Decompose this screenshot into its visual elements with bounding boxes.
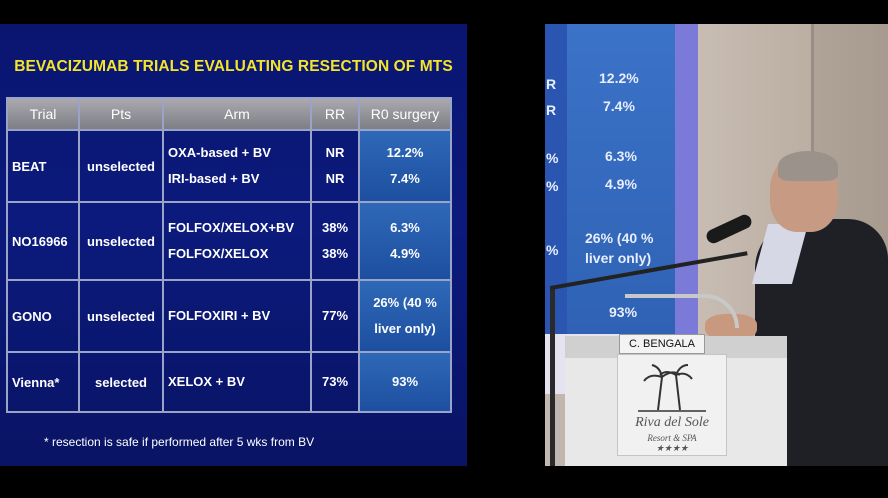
trial-name: NO16966	[6, 201, 80, 281]
r0-line: 4.9%	[390, 246, 420, 261]
screen-text: R	[546, 76, 557, 92]
logo-subline: Resort & SPA	[647, 433, 697, 443]
slide-footnote: * resection is safe if performed after 5…	[44, 435, 315, 449]
rr-cell: 73%	[310, 351, 360, 413]
arm-cell: XELOX + BV	[162, 351, 312, 413]
speaker-nameplate: C. BENGALA	[619, 334, 705, 354]
pts-value: unselected	[78, 129, 164, 203]
screen-text: 4.9%	[605, 176, 637, 192]
rr-cell: 77%	[310, 279, 360, 353]
screen-text: R	[546, 102, 557, 118]
rr-cell: 38% 38%	[310, 201, 360, 281]
rr-line: 38%	[321, 246, 349, 261]
rr-line: 73%	[321, 374, 349, 389]
r0-line: 12.2%	[386, 145, 424, 160]
arm-cell: FOLFOX/XELOX+BV FOLFOX/XELOX	[162, 201, 312, 281]
arm-line: XELOX + BV	[168, 374, 245, 389]
rr-line: NR	[325, 171, 345, 186]
screen-text: %	[546, 150, 559, 166]
pts-value: unselected	[78, 279, 164, 353]
arm-line: IRI-based + BV	[168, 171, 260, 186]
r0-line: 26% (40 %	[373, 295, 437, 310]
screen-text: 26% (40 %	[585, 230, 654, 246]
pts-value: unselected	[78, 201, 164, 281]
logo-stars: ★★★★	[655, 443, 689, 453]
palm-trees-icon	[638, 364, 706, 412]
r0-line: 93%	[391, 374, 419, 389]
speaker-hair	[778, 151, 838, 181]
speaker-scene: R R 12.2% 7.4% % % 6.3% 4.9% % 26% (40 %…	[545, 24, 888, 466]
r0-cell: 26% (40 % liver only)	[358, 279, 452, 353]
table-row: Vienna* selected XELOX + BV 73% 93%	[6, 351, 452, 413]
table-row: NO16966 unselected FOLFOX/XELOX+BV FOLFO…	[6, 201, 452, 281]
screen-text: 12.2%	[599, 70, 639, 86]
screen-column	[545, 24, 567, 334]
arm-cell: OXA-based + BV IRI-based + BV	[162, 129, 312, 203]
screen-text: %	[546, 178, 559, 194]
screen-text: 6.3%	[605, 148, 637, 164]
header-trial: Trial	[6, 97, 80, 131]
presentation-slide: BEVACIZUMAB TRIALS EVALUATING RESECTION …	[0, 24, 467, 466]
trial-name: Vienna*	[6, 351, 80, 413]
table-row: GONO unselected FOLFOXIRI + BV 77% 26% (…	[6, 279, 452, 353]
r0-line: 6.3%	[390, 220, 420, 235]
r0-line: liver only)	[374, 321, 436, 336]
r0-line: 7.4%	[390, 171, 420, 186]
r0-cell: 6.3% 4.9%	[358, 201, 452, 281]
header-r0: R0 surgery	[358, 97, 452, 131]
pts-value: selected	[78, 351, 164, 413]
trials-table: Trial Pts Arm RR R0 surgery BEAT unselec…	[6, 97, 452, 413]
screen-text: liver only)	[585, 250, 652, 266]
screen-column	[675, 24, 698, 334]
header-arm: Arm	[162, 97, 312, 131]
mic-stand	[550, 286, 555, 466]
header-pts: Pts	[78, 97, 164, 131]
r0-cell: 12.2% 7.4%	[358, 129, 452, 203]
logo-text: Riva del Sole	[635, 415, 709, 430]
r0-cell: 93%	[358, 351, 452, 413]
rr-line: 38%	[321, 220, 349, 235]
rr-line: 77%	[321, 308, 349, 323]
trial-name: GONO	[6, 279, 80, 353]
arm-line: FOLFOX/XELOX+BV	[168, 220, 295, 235]
header-rr: RR	[310, 97, 360, 131]
slide-title: BEVACIZUMAB TRIALS EVALUATING RESECTION …	[14, 58, 453, 75]
trial-name: BEAT	[6, 129, 80, 203]
table-header-row: Trial Pts Arm RR R0 surgery	[6, 97, 452, 131]
resort-logo: Riva del Sole Resort & SPA ★★★★	[617, 354, 727, 456]
gooseneck-mic	[625, 294, 739, 328]
arm-line: FOLFOX/XELOX	[168, 246, 269, 261]
arm-line: OXA-based + BV	[168, 145, 271, 160]
arm-cell: FOLFOXIRI + BV	[162, 279, 312, 353]
rr-cell: NR NR	[310, 129, 360, 203]
arm-line: FOLFOXIRI + BV	[168, 308, 271, 323]
screen-text: 7.4%	[603, 98, 635, 114]
logo-subtext: Resort & SPA ★★★★	[618, 433, 726, 454]
rr-line: NR	[325, 145, 345, 160]
screen-text: %	[546, 242, 559, 258]
table-row: BEAT unselected OXA-based + BV IRI-based…	[6, 129, 452, 203]
